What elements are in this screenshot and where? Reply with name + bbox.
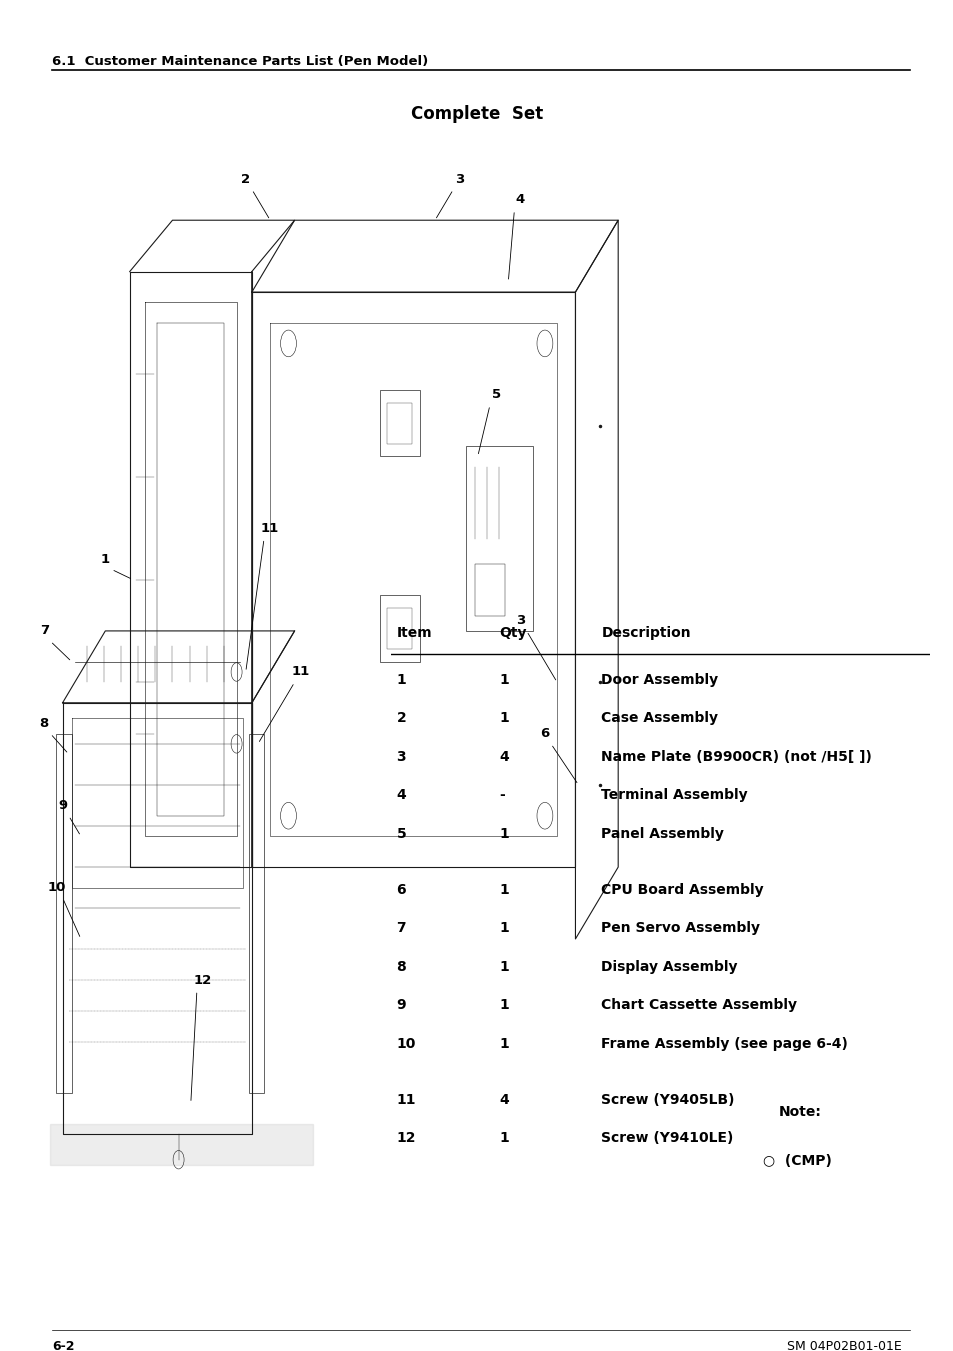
Text: Complete  Set: Complete Set [411,105,542,123]
Bar [465,446,532,631]
Bar [387,608,412,650]
Text: 8: 8 [40,717,49,730]
Text: 1: 1 [498,1131,508,1146]
Text: 10: 10 [48,881,66,894]
Text: 1: 1 [101,553,110,566]
Text: Pen Servo Assembly: Pen Servo Assembly [600,921,760,935]
Text: 3: 3 [396,750,406,763]
Polygon shape [51,1124,313,1165]
Text: SM 04P02B01-01E: SM 04P02B01-01E [786,1340,901,1351]
Text: 10: 10 [396,1036,416,1051]
Bar [249,734,264,1093]
Text: 11: 11 [261,521,279,535]
Text: 6: 6 [396,882,406,897]
Text: 2: 2 [241,173,250,185]
Text: 1: 1 [498,921,508,935]
Text: Screw (Y9410LE): Screw (Y9410LE) [600,1131,733,1146]
Text: Note:: Note: [779,1105,821,1119]
Text: 1: 1 [396,673,406,686]
Text: 9: 9 [396,998,406,1012]
Text: 7: 7 [40,624,49,638]
Text: 4: 4 [498,750,508,763]
Text: 11: 11 [396,1093,416,1106]
Text: Terminal Assembly: Terminal Assembly [600,788,747,802]
Text: CPU Board Assembly: CPU Board Assembly [600,882,763,897]
Text: ○  (CMP): ○ (CMP) [762,1154,831,1169]
Bar [387,403,412,444]
Bar [379,594,419,662]
Text: 1: 1 [498,998,508,1012]
Text: 7: 7 [396,921,406,935]
Text: 3: 3 [516,615,524,627]
Text: Case Assembly: Case Assembly [600,711,718,725]
Text: 3: 3 [455,173,463,185]
Text: Description: Description [600,626,690,640]
Text: Screw (Y9405LB): Screw (Y9405LB) [600,1093,734,1106]
Text: 6-2: 6-2 [52,1340,74,1351]
Text: 9: 9 [58,798,67,812]
Text: 1: 1 [498,673,508,686]
Bar [56,734,71,1093]
Text: 1: 1 [498,882,508,897]
Text: Door Assembly: Door Assembly [600,673,718,686]
Text: 8: 8 [396,959,406,974]
Text: 1: 1 [498,827,508,840]
Text: 5: 5 [491,388,500,401]
Text: 4: 4 [516,193,524,207]
Text: 12: 12 [396,1131,416,1146]
Text: 6.1  Customer Maintenance Parts List (Pen Model): 6.1 Customer Maintenance Parts List (Pen… [52,55,428,68]
Text: 6: 6 [539,727,549,740]
Text: 12: 12 [193,974,212,986]
Text: 11: 11 [292,666,310,678]
Text: 1: 1 [498,959,508,974]
Bar [475,565,505,616]
Text: 1: 1 [498,711,508,725]
Text: 2: 2 [396,711,406,725]
Text: Panel Assembly: Panel Assembly [600,827,723,840]
Bar [379,389,419,457]
Text: 4: 4 [396,788,406,802]
Text: Qty: Qty [498,626,526,640]
Text: -: - [498,788,504,802]
Text: 5: 5 [396,827,406,840]
Text: Name Plate (B9900CR) (not /H5[ ]): Name Plate (B9900CR) (not /H5[ ]) [600,750,871,763]
Text: Chart Cassette Assembly: Chart Cassette Assembly [600,998,797,1012]
Text: Frame Assembly (see page 6-4): Frame Assembly (see page 6-4) [600,1036,847,1051]
Text: 1: 1 [498,1036,508,1051]
Text: Item: Item [396,626,432,640]
Text: Display Assembly: Display Assembly [600,959,737,974]
Text: 4: 4 [498,1093,508,1106]
